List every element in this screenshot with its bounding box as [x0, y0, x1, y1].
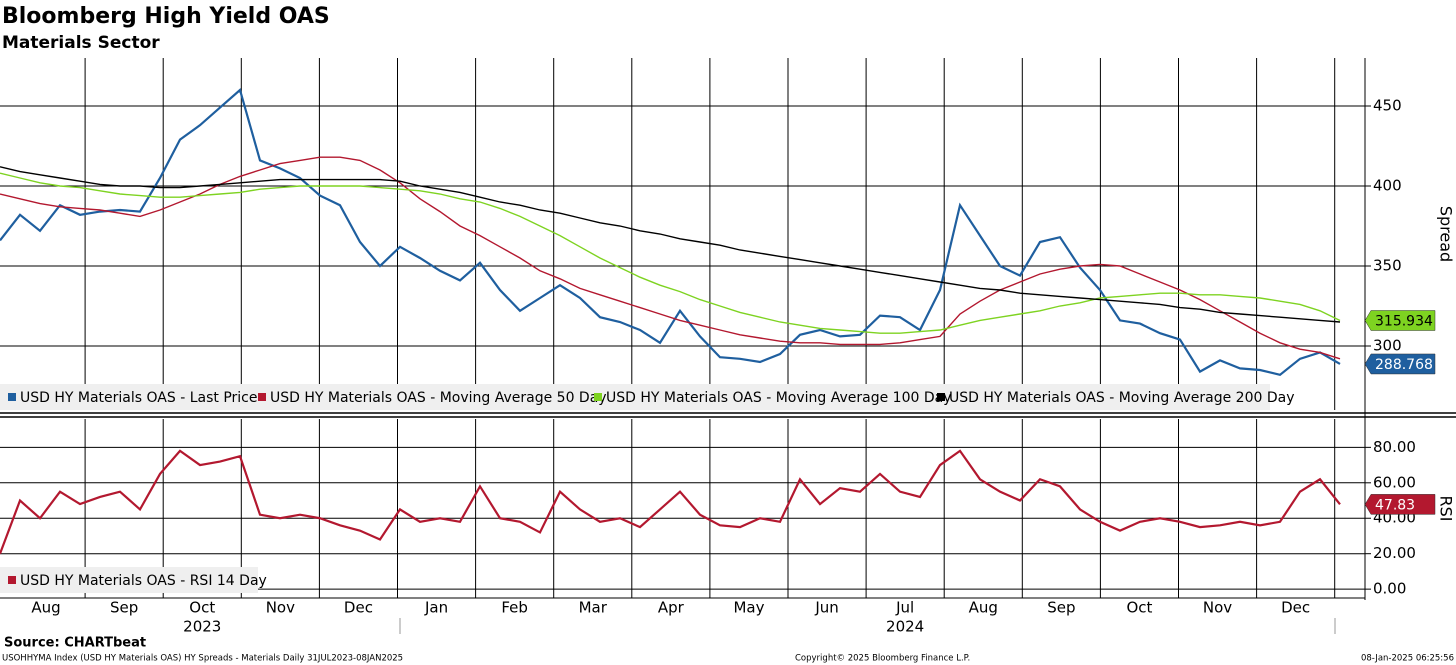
y-axis-label: Spread: [1437, 206, 1456, 262]
x-tick-label: Nov: [1203, 599, 1232, 617]
value-label: 288.768: [1375, 357, 1433, 373]
legend-bg: [0, 384, 1270, 410]
y-tick-label: 350: [1373, 257, 1402, 275]
legend-swatch: [258, 393, 266, 401]
chart-subtitle: Materials Sector: [2, 33, 160, 53]
value-box: [1364, 353, 1436, 375]
x-tick-label: Jun: [814, 599, 838, 617]
legend-bg: [0, 567, 258, 593]
series-line: [0, 88, 1341, 376]
y-tick-label: 60.00: [1373, 473, 1416, 491]
legend-label: USD HY Materials OAS - RSI 14 Day: [20, 573, 267, 589]
legend-label: USD HY Materials OAS - Last Price: [20, 390, 257, 406]
source: Source: CHARTbeat: [4, 636, 146, 651]
series-line: [0, 156, 1341, 360]
x-tick-label: Dec: [1281, 599, 1310, 617]
x-tick-label: Aug: [31, 599, 60, 617]
year-label: 2023: [183, 618, 221, 636]
x-tick-label: Feb: [501, 599, 528, 617]
legend-swatch: [594, 393, 602, 401]
y-tick-label: 400: [1373, 177, 1402, 195]
y-tick-label: 300: [1373, 337, 1402, 355]
x-tick-label: Sep: [110, 599, 138, 617]
legend-label: USD HY Materials OAS - Moving Average 20…: [949, 390, 1295, 406]
chart-title: Bloomberg High Yield OAS: [2, 4, 330, 29]
value-label: 315.934: [1375, 314, 1433, 330]
x-tick-label: Jul: [895, 599, 914, 617]
x-tick-label: Aug: [969, 599, 998, 617]
value-box: [1364, 310, 1436, 331]
y-tick-label: 80.00: [1373, 438, 1416, 456]
y-axis-label: RSI: [1437, 496, 1456, 522]
value-label: 47.83: [1375, 497, 1415, 513]
legend-swatch: [8, 393, 16, 401]
footer-right: 08-Jan-2025 06:25:56: [1361, 654, 1454, 664]
footer-left: USOHHYMA Index (USD HY Materials OAS) HY…: [2, 654, 403, 664]
x-tick-label: Oct: [189, 599, 215, 617]
value-box: [1364, 494, 1436, 515]
series-line: [0, 166, 1341, 323]
y-tick-label: 20.00: [1373, 544, 1416, 562]
series-line: [0, 449, 1341, 555]
x-tick-label: Jan: [424, 599, 448, 617]
series-line: [0, 172, 1341, 334]
legend-swatch: [8, 576, 16, 584]
x-tick-label: Mar: [579, 599, 608, 617]
y-tick-label: 450: [1373, 97, 1402, 115]
footer-center: Copyright© 2025 Bloomberg Finance L.P.: [795, 654, 970, 664]
year-label: 2024: [886, 618, 924, 636]
x-tick-label: Oct: [1126, 599, 1152, 617]
x-tick-label: Sep: [1047, 599, 1075, 617]
x-tick-label: Dec: [344, 599, 373, 617]
x-tick-label: Nov: [266, 599, 295, 617]
legend-label: USD HY Materials OAS - Moving Average 10…: [606, 390, 952, 406]
legend-label: USD HY Materials OAS - Moving Average 50…: [270, 390, 607, 406]
x-tick-label: May: [733, 599, 764, 617]
y-tick-label: 0.00: [1373, 580, 1406, 598]
legend-swatch: [937, 393, 945, 401]
x-tick-label: Apr: [658, 599, 685, 617]
